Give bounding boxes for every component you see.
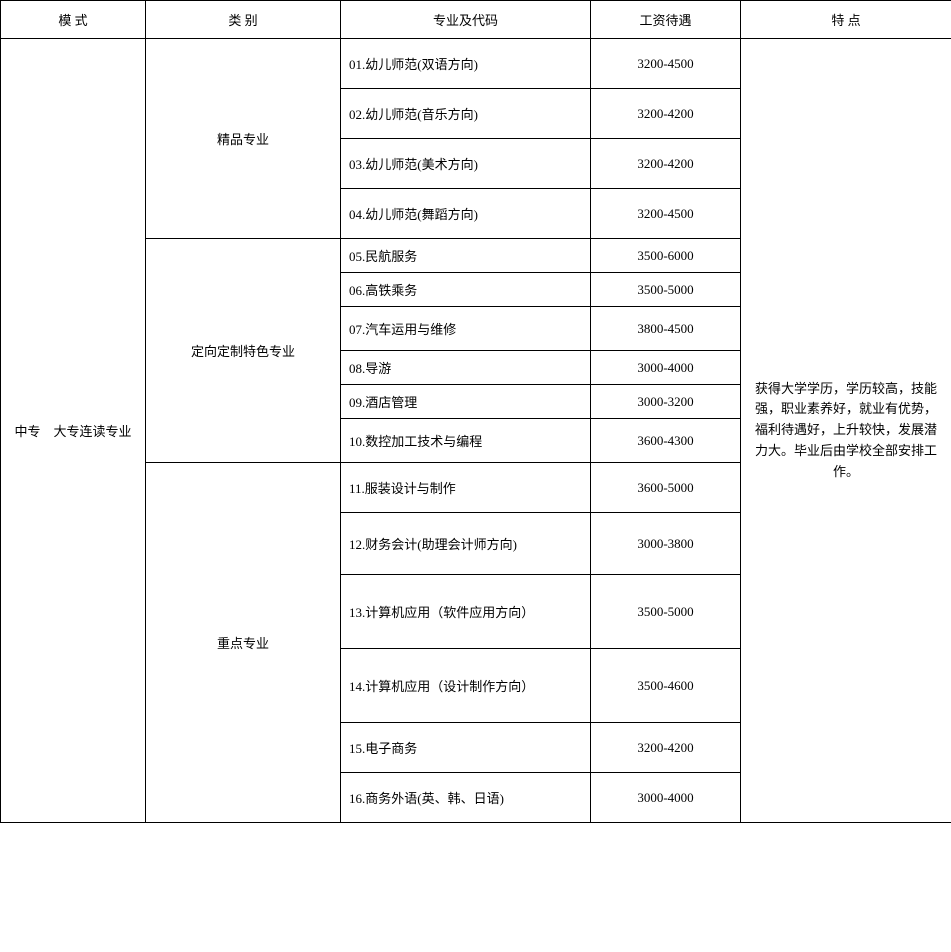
salary-cell: 3000-3200: [591, 385, 741, 419]
header-category: 类 别: [146, 1, 341, 39]
salary-cell: 3000-3800: [591, 513, 741, 575]
major-cell: 01.幼儿师范(双语方向): [341, 39, 591, 89]
features-cell: 获得大学学历，学历较高，技能强，职业素养好，就业有优势，福利待遇好，上升较快，发…: [741, 39, 951, 823]
majors-table: 模 式类 别专业及代码工资待遇特 点中专 大专连读专业精品专业01.幼儿师范(双…: [0, 0, 951, 823]
salary-cell: 3200-4500: [591, 39, 741, 89]
salary-cell: 3800-4500: [591, 307, 741, 351]
salary-cell: 3600-5000: [591, 463, 741, 513]
header-salary: 工资待遇: [591, 1, 741, 39]
major-cell: 03.幼儿师范(美术方向): [341, 139, 591, 189]
salary-cell: 3500-4600: [591, 649, 741, 723]
major-cell: 06.高铁乘务: [341, 273, 591, 307]
major-cell: 15.电子商务: [341, 723, 591, 773]
salary-cell: 3500-6000: [591, 239, 741, 273]
major-cell: 07.汽车运用与维修: [341, 307, 591, 351]
major-cell: 02.幼儿师范(音乐方向): [341, 89, 591, 139]
major-cell: 11.服装设计与制作: [341, 463, 591, 513]
header-major: 专业及代码: [341, 1, 591, 39]
salary-cell: 3500-5000: [591, 273, 741, 307]
major-cell: 16.商务外语(英、韩、日语): [341, 773, 591, 823]
major-cell: 08.导游: [341, 351, 591, 385]
category-cell: 精品专业: [146, 39, 341, 239]
major-cell: 13.计算机应用（软件应用方向）: [341, 575, 591, 649]
major-cell: 12.财务会计(助理会计师方向): [341, 513, 591, 575]
salary-cell: 3000-4000: [591, 351, 741, 385]
mode-cell: 中专 大专连读专业: [1, 39, 146, 823]
salary-cell: 3200-4500: [591, 189, 741, 239]
header-mode: 模 式: [1, 1, 146, 39]
salary-cell: 3500-5000: [591, 575, 741, 649]
major-cell: 14.计算机应用（设计制作方向）: [341, 649, 591, 723]
major-cell: 10.数控加工技术与编程: [341, 419, 591, 463]
major-cell: 04.幼儿师范(舞蹈方向): [341, 189, 591, 239]
major-cell: 09.酒店管理: [341, 385, 591, 419]
salary-cell: 3200-4200: [591, 139, 741, 189]
salary-cell: 3200-4200: [591, 723, 741, 773]
major-cell: 05.民航服务: [341, 239, 591, 273]
header-features: 特 点: [741, 1, 951, 39]
salary-cell: 3000-4000: [591, 773, 741, 823]
category-cell: 定向定制特色专业: [146, 239, 341, 463]
category-cell: 重点专业: [146, 463, 341, 823]
salary-cell: 3200-4200: [591, 89, 741, 139]
salary-cell: 3600-4300: [591, 419, 741, 463]
